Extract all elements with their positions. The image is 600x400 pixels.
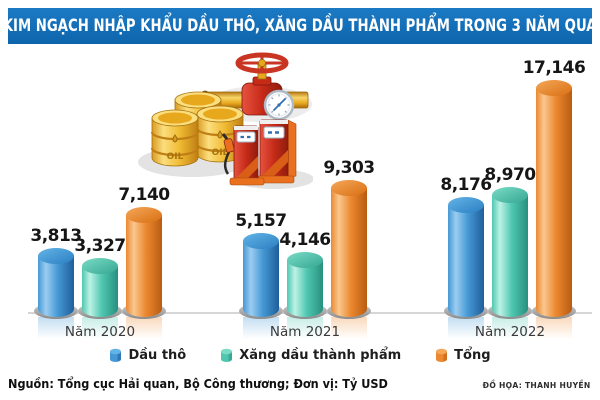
bar-top: [82, 258, 118, 274]
category-label: Năm 2022: [475, 324, 545, 340]
valve-wheel-icon: [235, 52, 289, 74]
bar-top: [243, 233, 279, 249]
cylinder-icon: [436, 348, 448, 362]
legend-item-xang-dau-thanh-pham: Xăng dầu thành phẩm: [220, 347, 401, 363]
value-label: 9,303: [323, 158, 374, 178]
bar-dau-tho-năm-2022: [448, 205, 484, 317]
bar-tong-năm-2020: [126, 215, 162, 317]
cylinder-icon: [221, 348, 233, 362]
credit-note: ĐỒ HỌA: THANH HUYỀN: [482, 381, 590, 390]
oil-barrels-icon: OIL OIL: [138, 91, 246, 177]
barrel-oil-text: OIL: [212, 148, 229, 158]
bar-dau-tho-năm-2020: [38, 256, 74, 317]
title-banner: KIM NGẠCH NHẬP KHẨU DẦU THÔ, XĂNG DẦU TH…: [3, 8, 597, 44]
bar-top: [38, 248, 74, 264]
bar-reflection: [243, 317, 279, 339]
category-label: Năm 2020: [65, 324, 135, 340]
category-label: Năm 2021: [270, 324, 340, 340]
bar-reflection: [331, 317, 367, 339]
value-label: 5,157: [235, 211, 286, 231]
bar-top: [126, 207, 162, 223]
fuel-nozzle-icon: [221, 133, 235, 175]
bar-xang-dau-thanh-pham-năm-2021: [287, 260, 323, 317]
value-label: 3,813: [30, 226, 81, 246]
bar-top: [287, 252, 323, 268]
value-label: 7,140: [118, 185, 170, 205]
value-label: 8,970: [484, 165, 536, 185]
barrel-oil-text: OIL: [167, 152, 184, 162]
bar-reflection: [82, 317, 118, 339]
legend-label: Xăng dầu thành phẩm: [239, 347, 402, 363]
bar-top: [448, 197, 484, 213]
oil-barrel-icon: OIL: [150, 109, 200, 167]
legend: Dầu thô Xăng dầu thành phẩm Tổng: [0, 344, 600, 366]
value-label: 4,146: [279, 230, 330, 250]
bar-tong-năm-2021: [331, 188, 367, 317]
value-label: 17,146: [523, 58, 586, 78]
fuel-pump-icon: [229, 125, 265, 186]
bar-top: [331, 180, 367, 196]
bar-reflection: [536, 317, 572, 339]
bar-reflection: [38, 317, 74, 339]
bar-tong-năm-2022: [536, 88, 572, 317]
bar-reflection: [126, 317, 162, 339]
legend-item-dau-tho: Dầu thô: [109, 347, 186, 363]
source-note: Nguồn: Tổng cục Hải quan, Bộ Công thương…: [8, 377, 388, 391]
bar-reflection: [287, 317, 323, 339]
value-label: 8,176: [440, 175, 491, 195]
bar-xang-dau-thanh-pham-năm-2020: [82, 266, 118, 317]
value-label: 3,327: [74, 236, 125, 256]
page-title: KIM NGẠCH NHẬP KHẨU DẦU THÔ, XĂNG DẦU TH…: [3, 16, 597, 36]
fuel-pumps-icon: [221, 119, 313, 189]
bar-dau-tho-năm-2021: [243, 241, 279, 317]
bar-xang-dau-thanh-pham-năm-2022: [492, 195, 528, 317]
bar-reflection: [492, 317, 528, 339]
cylinder-icon: [110, 348, 122, 362]
legend-label: Dầu thô: [128, 347, 187, 363]
gauge-icon: [263, 89, 295, 121]
legend-label: Tổng: [454, 347, 491, 363]
fuel-pump-icon: [255, 119, 297, 184]
legend-item-tong: Tổng: [435, 347, 491, 363]
bar-top: [536, 80, 572, 96]
oil-industry-illustration: OIL OIL: [138, 52, 313, 189]
bar-reflection: [448, 317, 484, 339]
bar-top: [492, 187, 528, 203]
